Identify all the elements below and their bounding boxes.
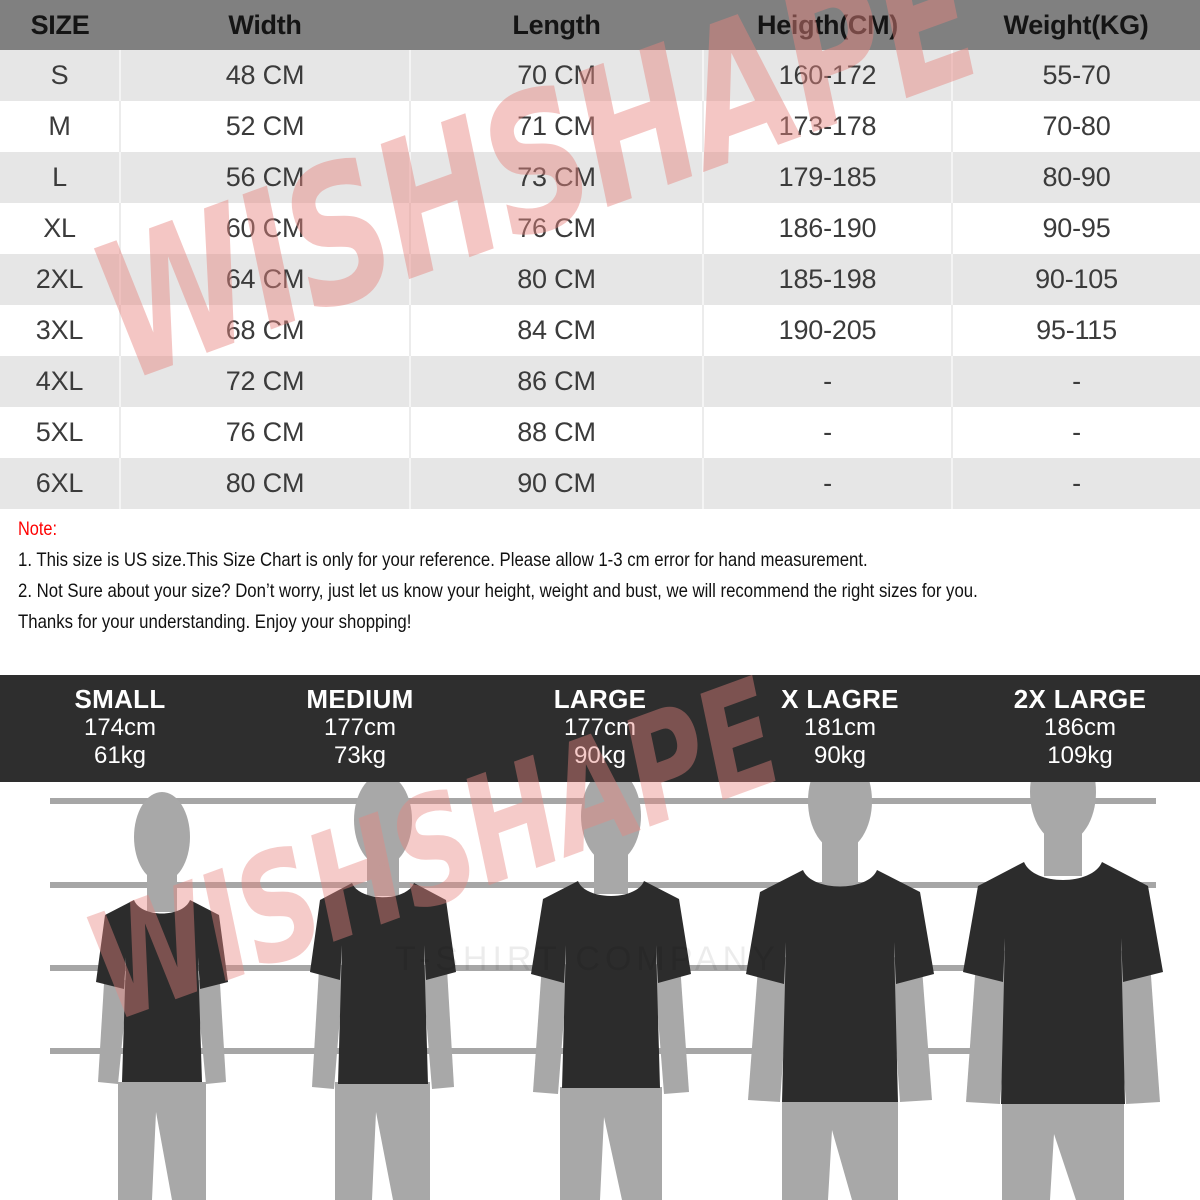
cell-size: L [0,152,121,203]
column-header-height: Heigth(CM) [703,0,952,50]
cell-height: - [703,458,953,509]
cell-weight: 90-105 [952,254,1200,305]
cell-height: 186-190 [703,203,953,254]
model-name: X LAGRE [781,684,899,714]
cell-size: 4XL [0,356,121,407]
cell-size: 5XL [0,407,121,458]
model-height: 181cm [803,714,877,741]
table-row: XL 60 CM 76 CM 186-190 90-95 [0,203,1200,254]
column-header-width: Width [120,0,410,50]
model-label-large: LARGE 177cm 90kg [480,684,720,782]
cell-width: 52 CM [120,101,411,152]
model-height: 177cm [323,714,397,741]
model-label-medium: MEDIUM 177cm 73kg [240,684,480,782]
cell-length: 73 CM [410,152,704,203]
column-header-weight: Weight(KG) [952,0,1200,50]
table-body: S 48 CM 70 CM 160-172 55-70 M 52 CM 71 C… [0,50,1200,509]
model-height: 177cm [563,714,637,741]
cell-height: 185-198 [703,254,953,305]
cell-length: 80 CM [410,254,704,305]
cell-weight: - [952,458,1200,509]
cell-height: 190-205 [703,305,953,356]
cell-width: 64 CM [120,254,411,305]
cell-width: 72 CM [120,356,411,407]
table-row: M 52 CM 71 CM 173-178 70-80 [0,101,1200,152]
model-name: MEDIUM [306,684,414,714]
cell-weight: - [952,356,1200,407]
silhouette-medium [310,782,456,1200]
model-label-2xlarge: 2X LARGE 186cm 109kg [960,684,1200,782]
silhouette-2xlarge [963,782,1163,1200]
model-size-bar: SMALL 174cm 61kg MEDIUM 177cm 73kg LARGE… [0,675,1200,782]
cell-length: 76 CM [410,203,704,254]
note-line-1: 1. This size is US size.This Size Chart … [18,549,868,571]
cell-width: 76 CM [120,407,411,458]
cell-width: 48 CM [120,50,411,101]
model-name: SMALL [74,684,166,714]
model-height: 174cm [83,714,157,741]
cell-size: M [0,101,121,152]
model-weight: 90kg [813,742,867,769]
cell-weight: 95-115 [952,305,1200,356]
cell-weight: 55-70 [952,50,1200,101]
model-weight: 73kg [333,742,387,769]
cell-width: 56 CM [120,152,411,203]
cell-width: 80 CM [120,458,411,509]
model-silhouette-panel [0,782,1200,1200]
cell-size: 6XL [0,458,121,509]
cell-size: 3XL [0,305,121,356]
model-weight: 109kg [1047,742,1113,769]
cell-height: - [703,356,953,407]
table-row: 5XL 76 CM 88 CM - - [0,407,1200,458]
model-weight: 61kg [93,742,147,769]
column-header-size: SIZE [0,0,120,50]
cell-length: 90 CM [410,458,704,509]
cell-length: 70 CM [410,50,704,101]
column-header-length: Length [410,0,703,50]
cell-length: 88 CM [410,407,704,458]
silhouette-large [531,782,691,1200]
silhouette-xlarge [746,782,934,1200]
model-label-small: SMALL 174cm 61kg [0,684,240,782]
table-row: 3XL 68 CM 84 CM 190-205 95-115 [0,305,1200,356]
model-label-xlarge: X LAGRE 181cm 90kg [720,684,960,782]
cell-weight: 90-95 [952,203,1200,254]
table-row: 2XL 64 CM 80 CM 185-198 90-105 [0,254,1200,305]
cell-size: XL [0,203,121,254]
table-header: SIZE Width Length Heigth(CM) Weight(KG) [0,0,1200,50]
table-row: L 56 CM 73 CM 179-185 80-90 [0,152,1200,203]
silhouette-small [96,792,228,1200]
table-row: 6XL 80 CM 90 CM - - [0,458,1200,509]
model-name: 2X LARGE [1013,684,1147,714]
cell-length: 86 CM [410,356,704,407]
note-title: Note: [18,519,58,540]
model-weight: 90kg [573,742,627,769]
table-row: S 48 CM 70 CM 160-172 55-70 [0,50,1200,101]
cell-weight: 80-90 [952,152,1200,203]
size-chart-table: SIZE Width Length Heigth(CM) Weight(KG) … [0,0,1200,509]
cell-weight: 70-80 [952,101,1200,152]
cell-height: 160-172 [703,50,953,101]
note-line-3: Thanks for your understanding. Enjoy you… [18,611,412,633]
cell-length: 84 CM [410,305,704,356]
cell-height: - [703,407,953,458]
cell-width: 68 CM [120,305,411,356]
notes-section: Note: 1. This size is US size.This Size … [0,509,1200,638]
cell-length: 71 CM [410,101,704,152]
cell-width: 60 CM [120,203,411,254]
cell-height: 173-178 [703,101,953,152]
cell-weight: - [952,407,1200,458]
cell-height: 179-185 [703,152,953,203]
table-header-row: SIZE Width Length Heigth(CM) Weight(KG) [0,0,1200,50]
note-line-2: 2. Not Sure about your size? Don’t worry… [18,580,978,602]
table-row: 4XL 72 CM 86 CM - - [0,356,1200,407]
cell-size: S [0,50,121,101]
model-height: 186cm [1043,714,1117,741]
silhouette-graphic [50,782,1163,1200]
model-name: LARGE [553,684,647,714]
cell-size: 2XL [0,254,121,305]
